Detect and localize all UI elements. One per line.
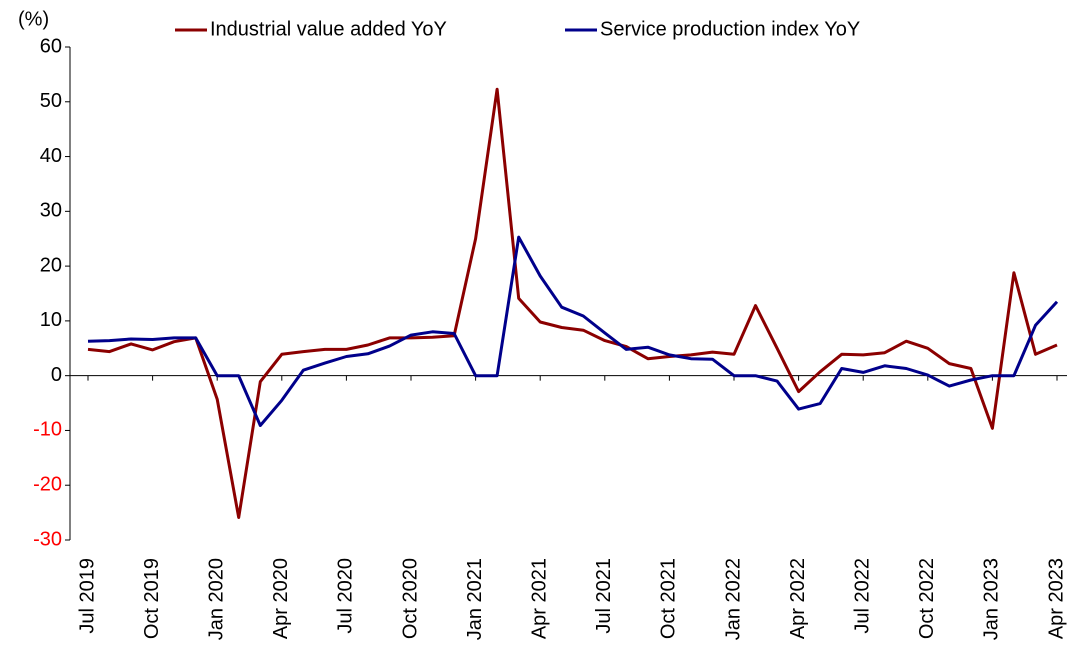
- legend-label: Service production index YoY: [600, 18, 860, 40]
- y-tick-label: 0: [51, 364, 62, 386]
- series-line: [87, 235, 1059, 427]
- y-tick-label: 60: [40, 35, 62, 57]
- x-tick-label: Jul 2019: [76, 558, 98, 634]
- y-tick-label: -30: [33, 528, 62, 550]
- x-tick-label: Apr 2022: [787, 558, 809, 639]
- y-tick-label: 10: [40, 309, 62, 331]
- y-tick-label: -20: [33, 474, 62, 496]
- x-tick-label: Jan 2020: [205, 558, 227, 640]
- x-tick-label: Oct 2021: [658, 558, 680, 639]
- series-line: [87, 87, 1058, 519]
- x-tick-label: Apr 2020: [270, 558, 292, 639]
- legend-label: Industrial value added YoY: [210, 18, 447, 40]
- y-tick-label: 40: [40, 145, 62, 167]
- y-tick-label: 30: [40, 200, 62, 222]
- x-tick-label: Jul 2020: [335, 558, 357, 634]
- x-tick-label: Jan 2022: [722, 558, 744, 640]
- x-tick-label: Oct 2022: [916, 558, 938, 639]
- x-tick-label: Jan 2021: [464, 558, 486, 640]
- y-tick-label: 50: [40, 90, 62, 112]
- y-unit: (%): [18, 8, 49, 30]
- y-tick-label: -10: [33, 419, 62, 441]
- x-tick-label: Oct 2019: [141, 558, 163, 639]
- x-tick-label: Jan 2023: [981, 558, 1003, 640]
- x-tick-label: Jul 2021: [593, 558, 615, 634]
- x-tick-label: Apr 2023: [1045, 558, 1067, 639]
- x-tick-label: Apr 2021: [528, 558, 550, 639]
- x-tick-label: Oct 2020: [399, 558, 421, 639]
- x-tick-label: Jul 2022: [851, 558, 873, 634]
- y-tick-label: 20: [40, 254, 62, 276]
